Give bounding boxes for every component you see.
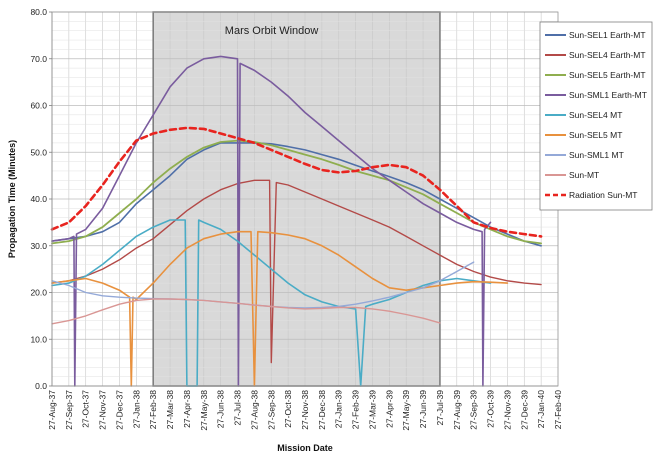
x-tick-label: 27-Sep-39 [469, 390, 479, 430]
x-tick-label: 27-Sep-38 [266, 390, 276, 430]
x-tick-label: 27-Nov-39 [502, 390, 512, 430]
legend-entry-label: Sun-SML1 Earth-MT [569, 90, 647, 100]
x-tick-label: 27-Apr-39 [384, 390, 394, 428]
x-tick-label: 27-Nov-37 [98, 390, 108, 430]
y-tick-label: 20.0 [30, 288, 47, 298]
x-tick-label: 27-Feb-38 [148, 390, 158, 429]
x-tick-label: 27-Jan-40 [536, 390, 546, 429]
legend-entry-label: Sun-SEL5 MT [569, 130, 622, 140]
x-tick-label: 27-May-38 [199, 390, 209, 431]
legend-entry-label: Sun-MT [569, 170, 599, 180]
x-tick-label: 27-Mar-39 [367, 390, 377, 429]
series-line-sun-mt [51, 298, 441, 325]
x-tick-label: 27-Aug-38 [249, 390, 259, 430]
x-tick-label: 27-Jul-39 [435, 390, 445, 426]
x-axis-title: Mission Date [277, 443, 333, 453]
x-tick-label: 27-Feb-39 [351, 390, 361, 429]
x-tick-label: 27-Oct-39 [486, 390, 496, 428]
series-line-sun-sel4-earth-mt [51, 179, 542, 364]
legend-entry-label: Sun-SEL4 Earth-MT [569, 50, 646, 60]
y-tick-label: 60.0 [30, 101, 47, 111]
legend-entry-label: Radiation Sun-MT [569, 190, 638, 200]
y-tick-label: 0.0 [35, 381, 47, 391]
y-tick-label: 10.0 [30, 334, 47, 344]
mars-orbit-window-label: Mars Orbit Window [225, 25, 319, 37]
x-tick-label: 27-Feb-40 [553, 390, 563, 429]
series-line-radiation-sun-mt [50, 126, 543, 238]
y-axis-title: Propagation Time (Minutes) [7, 140, 17, 258]
y-tick-label: 70.0 [30, 54, 47, 64]
x-tick-label: 27-Mar-38 [165, 390, 175, 429]
y-tick-label: 80.0 [30, 7, 47, 17]
x-tick-label: 27-Aug-37 [47, 390, 57, 430]
legend-entry-label: Sun-SEL1 Earth-MT [569, 30, 646, 40]
legend-entry-label: Sun-SEL4 MT [569, 110, 622, 120]
y-tick-label: 40.0 [30, 194, 47, 204]
y-tick-label: 30.0 [30, 241, 47, 251]
x-tick-label: 27-Nov-38 [300, 390, 310, 430]
x-tick-label: 27-Apr-38 [182, 390, 192, 428]
x-tick-label: 27-Jun-38 [216, 390, 226, 429]
x-tick-label: 27-Dec-39 [519, 390, 529, 430]
x-tick-label: 27-Oct-38 [283, 390, 293, 428]
x-tick-label: 27-Jul-38 [233, 390, 243, 426]
x-tick-label: 27-Aug-39 [452, 390, 462, 430]
series-line-sun-sml1-earth-mt [51, 55, 492, 387]
legend-entry-label: Sun-SEL5 Earth-MT [569, 70, 646, 80]
x-tick-label: 27-Dec-37 [114, 390, 124, 430]
x-tick-label: 27-Sep-37 [64, 390, 74, 430]
x-tick-label: 27-Dec-38 [317, 390, 327, 430]
x-tick-label: 27-Jun-39 [418, 390, 428, 429]
y-tick-label: 50.0 [30, 147, 47, 157]
x-tick-label: 27-Oct-37 [81, 390, 91, 428]
x-tick-label: 27-Jan-39 [334, 390, 344, 429]
legend-entry-label: Sun-SML1 MT [569, 150, 624, 160]
x-tick-label: 27-May-39 [401, 390, 411, 431]
series-line-sun-sel5-earth-mt [51, 139, 542, 245]
x-tick-label: 27-Jan-38 [131, 390, 141, 429]
